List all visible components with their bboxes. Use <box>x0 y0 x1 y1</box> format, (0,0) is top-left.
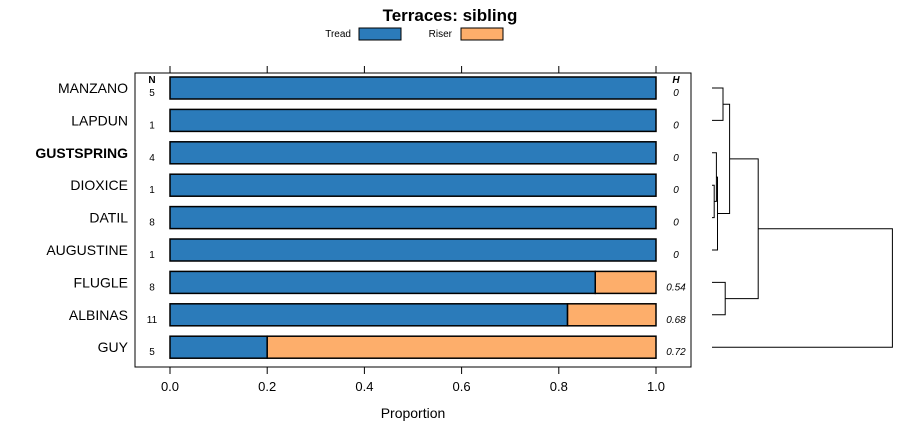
n-value-dioxice: 1 <box>149 185 155 196</box>
x-tick-label-5: 1.0 <box>647 379 665 394</box>
h-value-gustspring: 0 <box>673 153 679 164</box>
n-value-gustspring: 4 <box>149 153 155 164</box>
chart-title: Terraces: sibling <box>383 6 518 25</box>
h-value-manzano: 0 <box>673 88 679 99</box>
bar-riser-flugle <box>594 270 657 295</box>
legend-label-tread: Tread <box>325 29 351 40</box>
x-tick-label-0: 0.0 <box>161 379 179 394</box>
bar-tread-gustspring <box>169 141 657 165</box>
x-axis-title: Proportion <box>381 405 446 421</box>
n-value-augustine: 1 <box>149 250 155 261</box>
row-label-guy: GUY <box>98 339 129 355</box>
h-value-albinas: 0.68 <box>666 315 686 326</box>
row-label-gustspring: GUSTSPRING <box>35 145 128 161</box>
bar-riser-guy <box>266 335 657 359</box>
bar-riser-albinas <box>566 303 657 327</box>
h-value-dioxice: 0 <box>673 185 679 196</box>
plot-frame <box>134 72 692 368</box>
dendrogram-link-6 <box>725 158 759 300</box>
legend-swatch-riser <box>460 27 504 41</box>
h-column-header: H <box>672 75 680 86</box>
dendrogram <box>712 87 893 348</box>
dendrogram-link-1 <box>712 184 715 219</box>
row-label-lapdun: LAPDUN <box>71 112 128 128</box>
dendrogram-link-5 <box>712 281 726 316</box>
bars <box>169 76 657 359</box>
row-labels: MANZANO LAPDUN GUSTSPRING DIOXICE DATIL AUGUS… <box>35 80 128 355</box>
dendrogram-link-0 <box>712 87 724 121</box>
legend-label-riser: Riser <box>429 29 453 40</box>
legend: Tread Riser <box>325 27 504 41</box>
bar-tread-manzano <box>169 76 657 100</box>
h-value-flugle: 0.54 <box>666 282 686 293</box>
x-tick-label-2: 0.4 <box>355 379 373 394</box>
row-label-augustine: AUGUSTINE <box>46 242 128 258</box>
x-tick-label-4: 0.8 <box>550 379 568 394</box>
n-value-lapdun: 1 <box>149 120 155 131</box>
row-label-flugle: FLUGLE <box>74 274 128 290</box>
row-label-dioxice: DIOXICE <box>70 177 128 193</box>
x-tick-label-3: 0.6 <box>453 379 471 394</box>
h-value-datil: 0 <box>673 218 679 229</box>
n-column-header: N <box>148 75 155 86</box>
bar-tread-datil <box>169 205 657 230</box>
h-value-guy: 0.72 <box>666 347 686 358</box>
h-value-lapdun: 0 <box>673 120 679 131</box>
n-value-manzano: 5 <box>149 88 155 99</box>
dendrogram-link-7 <box>712 228 893 348</box>
n-value-albinas: 11 <box>147 315 158 326</box>
bar-tread-augustine <box>169 238 657 262</box>
bar-tread-albinas <box>169 303 569 327</box>
n-labels: 5 1 4 1 8 1 8 11 5 <box>147 88 158 358</box>
x-axis: 0.0 0.2 0.4 0.6 0.8 1.0 <box>161 66 665 394</box>
h-value-augustine: 0 <box>673 250 679 261</box>
bar-tread-lapdun <box>169 108 657 133</box>
bar-tread-guy <box>169 335 268 359</box>
row-label-datil: DATIL <box>89 210 128 226</box>
bar-tread-flugle <box>169 270 596 295</box>
row-label-manzano: MANZANO <box>58 80 128 96</box>
x-tick-label-1: 0.2 <box>258 379 276 394</box>
n-value-flugle: 8 <box>149 282 155 293</box>
legend-swatch-tread <box>358 27 402 41</box>
row-label-albinas: ALBINAS <box>69 307 128 323</box>
n-value-datil: 8 <box>149 218 155 229</box>
bar-tread-dioxice <box>169 173 657 197</box>
n-value-guy: 5 <box>149 347 155 358</box>
h-labels: 0 0 0 0 0 0 0.54 0.68 0.72 <box>666 88 686 358</box>
